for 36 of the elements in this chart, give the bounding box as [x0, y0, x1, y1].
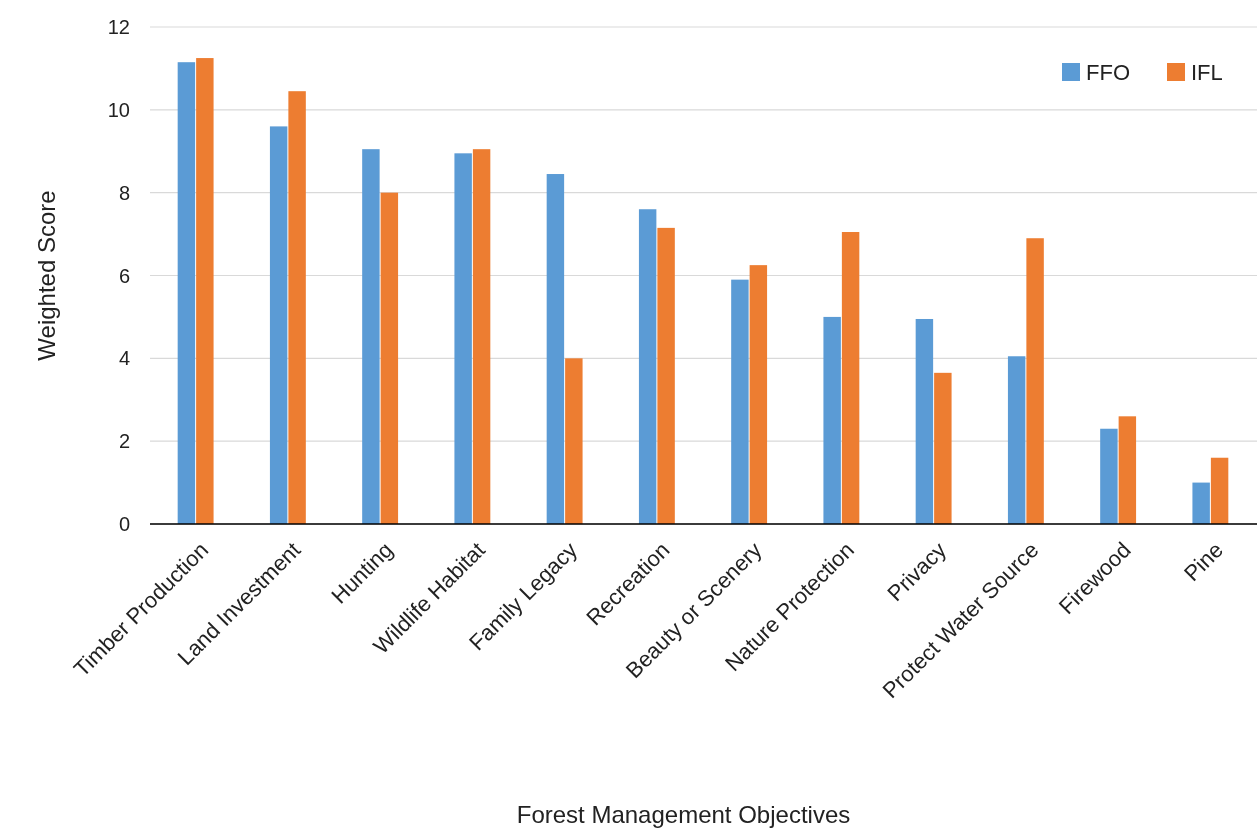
x-axis-title: Forest Management Objectives: [516, 801, 851, 828]
bar: [731, 279, 749, 524]
x-tick-label: Pine: [1179, 537, 1228, 587]
y-tick-label: 4: [118, 347, 130, 370]
bar: [841, 232, 860, 524]
bar: [1210, 457, 1229, 524]
y-tick-label: 12: [107, 16, 130, 38]
bar: [657, 227, 675, 524]
bar: [638, 209, 657, 524]
bar: [1007, 356, 1026, 524]
bar: [1192, 482, 1210, 524]
bar: [546, 174, 565, 524]
bar: [749, 265, 768, 524]
bar: [362, 149, 380, 524]
bar: [1118, 416, 1137, 524]
y-tick-label: 8: [118, 181, 130, 204]
y-tick-label: 10: [107, 98, 130, 121]
y-tick-label: 2: [118, 430, 130, 453]
legend-label: IFL: [1191, 59, 1223, 85]
bar: [177, 62, 196, 524]
bar: [380, 192, 399, 524]
y-tick-label: 6: [118, 264, 130, 287]
bar: [472, 149, 491, 524]
bar: [1026, 238, 1044, 524]
y-tick-label: 0: [118, 513, 130, 535]
bar: [269, 126, 288, 524]
bar: [823, 316, 841, 524]
bar: [565, 358, 583, 524]
bar: [196, 58, 214, 524]
bar: [934, 372, 952, 524]
y-axis-title: Weighted Score: [33, 190, 60, 361]
bar: [1100, 428, 1118, 524]
legend-label: FFO: [1086, 59, 1130, 85]
bar: [288, 91, 306, 524]
bar: [454, 153, 472, 524]
bar: [915, 318, 934, 524]
